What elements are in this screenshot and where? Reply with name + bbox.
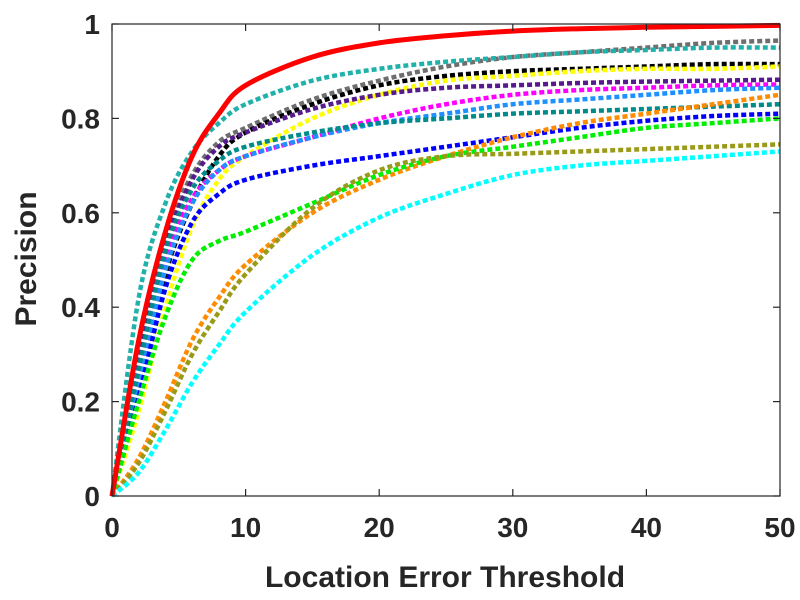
series-line-13 xyxy=(110,149,781,498)
series-line-8 xyxy=(109,101,781,497)
series-layer xyxy=(109,22,781,498)
y-tick-label: 0.6 xyxy=(61,198,100,229)
x-tick-label: 0 xyxy=(104,512,120,543)
x-tick-label: 40 xyxy=(631,512,662,543)
series-line-9 xyxy=(109,111,781,497)
x-tick-label: 50 xyxy=(764,512,795,543)
y-tick-label: 0.4 xyxy=(61,292,100,323)
series-line-11 xyxy=(109,116,781,497)
y-tick-label: 0 xyxy=(84,481,100,512)
series-line-7 xyxy=(109,85,781,497)
series-line-4 xyxy=(109,64,781,497)
x-tick-label: 20 xyxy=(364,512,395,543)
x-axis-label: Location Error Threshold xyxy=(265,561,625,594)
y-tick-label: 0.2 xyxy=(61,387,100,418)
y-axis-label: Precision xyxy=(10,191,43,326)
plot-frame xyxy=(111,23,781,497)
tick-layer: 0 10 20 30 40 50 0 0.2 0.4 0.6 0.8 1 xyxy=(61,9,796,543)
series-line-10 xyxy=(110,92,781,498)
x-tick-label: 10 xyxy=(230,512,261,543)
y-tick-label: 0.8 xyxy=(61,103,100,134)
y-tick-label: 1 xyxy=(84,9,100,40)
series-line-14 xyxy=(109,22,781,497)
x-tick-label: 30 xyxy=(497,512,528,543)
series-line-2 xyxy=(109,45,781,497)
series-line-12 xyxy=(110,142,781,498)
